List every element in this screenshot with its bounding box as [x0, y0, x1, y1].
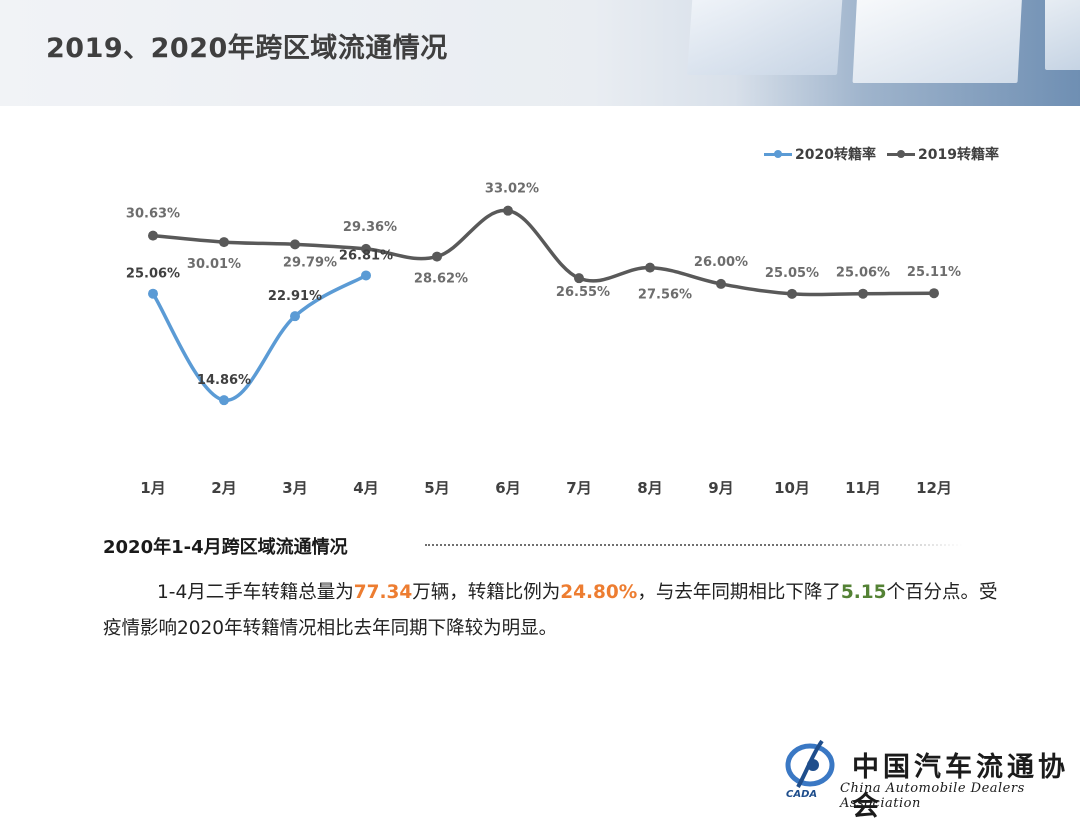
series-line-0: [151, 273, 368, 402]
legend-swatch-2020: [764, 149, 792, 158]
data-point: [503, 205, 513, 216]
series-line-1: [151, 208, 936, 297]
data-point: [290, 311, 300, 322]
transfer-ratio-value: 24.80%: [560, 582, 638, 603]
x-tick-label: 5月: [424, 479, 449, 497]
section-title: 2020年1-4月跨区域流通情况: [103, 537, 348, 558]
data-point: [645, 262, 655, 273]
data-point: [716, 278, 726, 289]
data-label: 25.06%: [836, 266, 890, 281]
x-tick-label: 2月: [211, 479, 236, 497]
x-tick-label: 9月: [708, 479, 733, 497]
legend-item-2019: 2019转籍率: [887, 144, 999, 164]
x-tick-label: 10月: [774, 479, 810, 497]
x-tick-label: 7月: [566, 479, 591, 497]
data-label: 25.06%: [126, 267, 180, 282]
line-chart: 30.63% 30.01% 29.79% 29.36% 28.62% 33.02% 26.5…: [126, 182, 961, 497]
cada-logo: CADA: [785, 739, 835, 800]
data-point: [361, 243, 371, 254]
x-tick-label: 1月: [140, 479, 165, 497]
data-label: 28.62%: [414, 272, 468, 287]
x-tick-label: 6月: [495, 479, 520, 497]
data-point: [148, 230, 158, 241]
data-label: 25.05%: [765, 266, 819, 281]
data-label: 26.55%: [556, 285, 610, 300]
legend-swatch-2019: [887, 149, 915, 158]
decline-points-value: 5.15: [840, 582, 887, 603]
summary-paragraph: 1-4月二手车转籍总量为77.34万辆，转籍比例为24.80%，与去年同期相比下…: [103, 575, 1003, 647]
decorative-cube: [1045, 0, 1080, 70]
data-label: 25.11%: [907, 265, 961, 280]
data-point: [148, 288, 158, 299]
data-point: [219, 237, 229, 248]
x-tick-label: 12月: [916, 479, 952, 497]
data-point: [929, 288, 939, 299]
summary-text-3: ，与去年同期相比下降了: [637, 582, 841, 603]
logo-english-name: China Automobile Dealers Association: [840, 781, 1025, 811]
data-point: [219, 395, 229, 406]
x-tick-label: 8月: [637, 479, 662, 497]
data-point: [787, 288, 797, 299]
dotted-divider: [425, 544, 993, 546]
x-tick-label: 4月: [353, 479, 378, 497]
total-volume-value: 77.34: [353, 582, 413, 603]
data-label: 30.63%: [126, 207, 180, 222]
data-point: [858, 288, 868, 299]
x-tick-label: 11月: [845, 479, 881, 497]
data-label: 30.01%: [187, 257, 241, 272]
legend-label-2020: 2020转籍率: [795, 147, 876, 163]
x-tick-label: 3月: [282, 479, 307, 497]
data-point: [574, 273, 584, 284]
data-point: [290, 239, 300, 250]
header-banner: 2019、2020年跨区域流通情况: [0, 0, 1080, 106]
data-label: 27.56%: [638, 288, 692, 303]
data-label: 22.91%: [268, 289, 322, 304]
legend-label-2019: 2019转籍率: [918, 147, 999, 163]
page-title: 2019、2020年跨区域流通情况: [46, 33, 448, 64]
data-label: 26.81%: [339, 248, 393, 263]
data-label: 33.02%: [485, 182, 539, 197]
summary-text-1: 1-4月二手车转籍总量为: [157, 582, 354, 603]
data-point: [432, 251, 442, 262]
data-label: 26.00%: [694, 255, 748, 270]
summary-text-4: 个百分点。受疫情影响2020年转籍情况相比去年同期下降较为明显。: [103, 582, 998, 639]
logo-abbr: CADA: [786, 789, 817, 800]
data-label: 29.36%: [343, 220, 397, 235]
data-label: 29.79%: [283, 255, 337, 270]
data-label: 14.86%: [197, 373, 251, 388]
legend-item-2020: 2020转籍率: [764, 144, 876, 164]
summary-text-2: 万辆，转籍比例为: [412, 582, 561, 603]
data-point: [361, 270, 371, 281]
